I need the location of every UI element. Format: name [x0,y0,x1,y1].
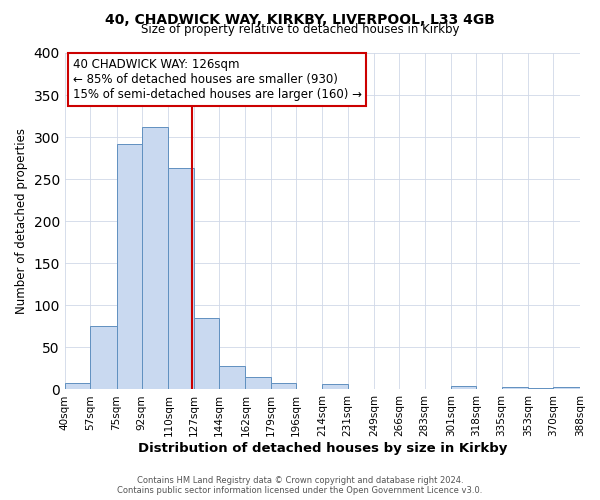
Y-axis label: Number of detached properties: Number of detached properties [15,128,28,314]
Bar [271,382,296,390]
Bar [194,318,219,390]
Bar [553,387,580,390]
Text: Contains HM Land Registry data © Crown copyright and database right 2024.
Contai: Contains HM Land Registry data © Crown c… [118,476,482,495]
Bar [451,386,476,390]
Bar [245,377,271,390]
Text: Size of property relative to detached houses in Kirkby: Size of property relative to detached ho… [141,22,459,36]
Text: 40 CHADWICK WAY: 126sqm
← 85% of detached houses are smaller (930)
15% of semi-d: 40 CHADWICK WAY: 126sqm ← 85% of detache… [73,58,362,101]
Text: 40, CHADWICK WAY, KIRKBY, LIVERPOOL, L33 4GB: 40, CHADWICK WAY, KIRKBY, LIVERPOOL, L33… [105,12,495,26]
Bar [219,366,245,390]
Bar [142,127,169,390]
X-axis label: Distribution of detached houses by size in Kirkby: Distribution of detached houses by size … [138,442,507,455]
Bar [502,387,528,390]
Bar [528,388,553,390]
Bar [90,326,116,390]
Bar [322,384,347,390]
Bar [116,144,142,390]
Bar [65,382,90,390]
Bar [169,168,194,390]
